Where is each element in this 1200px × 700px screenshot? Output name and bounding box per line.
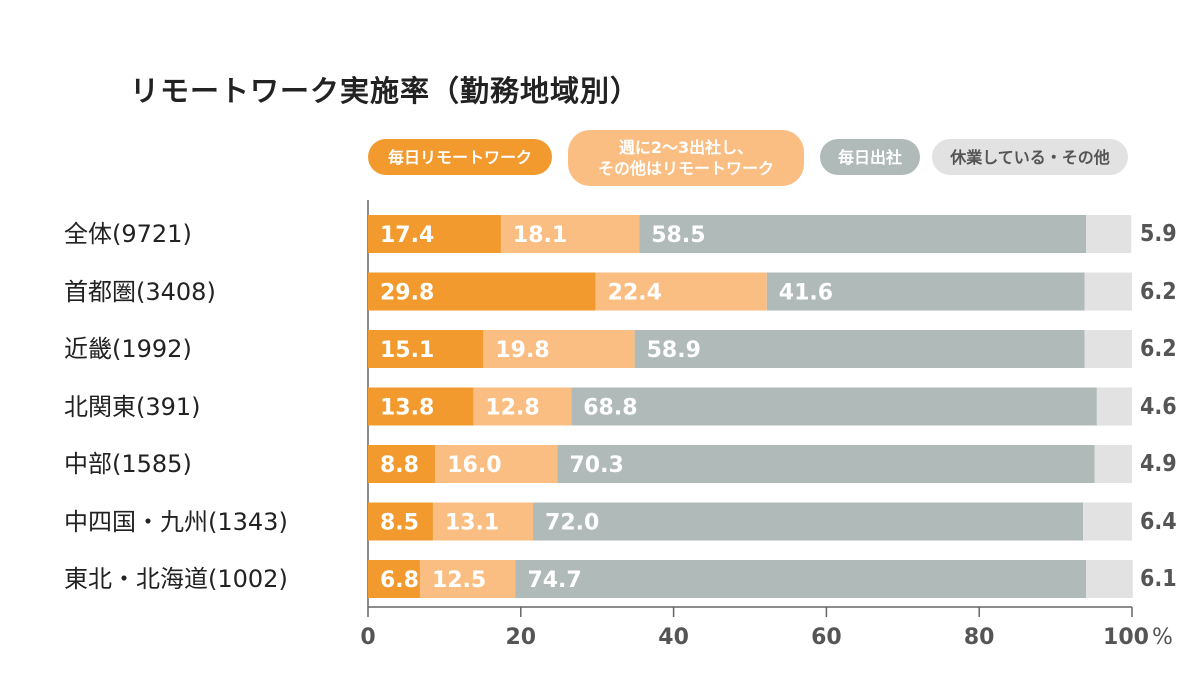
x-tick-label: 40	[658, 625, 689, 650]
bar-segment	[368, 330, 484, 368]
data-label-other: 6.2	[1140, 336, 1177, 362]
data-label-other: 5.9	[1140, 221, 1177, 247]
row-label: 首都圏(3408)	[64, 277, 216, 306]
data-label: 16.0	[447, 453, 501, 478]
bar-segment	[368, 215, 501, 253]
bar-segment	[1094, 445, 1132, 483]
data-label: 41.6	[779, 281, 833, 306]
x-tick-label: 100	[1103, 625, 1149, 650]
data-label: 8.5	[380, 511, 419, 536]
row-label: 全体(9721)	[64, 220, 192, 248]
data-label: 58.9	[647, 338, 701, 363]
bar-segment	[473, 387, 572, 426]
data-label: 18.1	[513, 223, 567, 248]
bar-segment	[634, 330, 1085, 368]
data-label: 15.1	[380, 338, 434, 363]
data-label: 13.1	[445, 511, 499, 536]
bar-segment	[500, 215, 640, 253]
x-tick-label: 20	[505, 625, 537, 650]
bar-segment	[368, 445, 436, 483]
row-label: 近畿(1992)	[64, 335, 192, 363]
data-label-other: 6.1	[1140, 566, 1177, 592]
row-label: 東北・北海道(1002)	[64, 565, 288, 593]
data-label-other: 4.9	[1140, 451, 1177, 477]
x-tick-label: 0	[360, 625, 376, 650]
bar-segment	[1096, 387, 1132, 426]
data-label: 12.5	[432, 568, 486, 593]
bar-segment	[368, 502, 433, 541]
bar-segment	[1086, 215, 1132, 253]
legend-item-daily-office: 毎日出社	[820, 139, 920, 175]
bar-segment	[766, 272, 1085, 311]
bar-segment	[557, 445, 1095, 483]
legend-item-daily-remote: 毎日リモートワーク	[368, 139, 552, 175]
data-label: 58.5	[651, 223, 705, 248]
bar-segment	[515, 560, 1087, 598]
bar-segment	[1083, 502, 1132, 541]
bar-segment	[435, 445, 558, 483]
x-axis-unit: %	[1152, 625, 1173, 650]
bar-segment	[483, 330, 635, 368]
data-label: 8.8	[380, 453, 419, 478]
data-label: 19.8	[495, 338, 549, 363]
bar-segment	[368, 272, 596, 311]
data-label-other: 6.2	[1140, 278, 1177, 305]
data-label: 74.7	[527, 568, 581, 593]
x-tick-label: 80	[963, 625, 995, 650]
bar-segment	[1086, 560, 1133, 598]
chart-title: リモートワーク実施率（勤務地域別）	[130, 74, 641, 108]
data-label: 70.3	[569, 453, 623, 478]
legend: 毎日リモートワーク 週に2〜3出社し、 その他はリモートワーク 毎日出社 休業し…	[0, 130, 1200, 186]
bar-segment	[639, 215, 1087, 253]
bar-segment	[1084, 330, 1132, 368]
bar-segment	[571, 387, 1097, 426]
data-label: 68.8	[583, 396, 637, 421]
bar-segment	[1084, 272, 1132, 311]
data-label: 17.4	[380, 223, 434, 248]
data-label-other: 4.6	[1140, 393, 1177, 420]
bar-segment	[432, 502, 534, 541]
data-label: 6.8	[380, 568, 419, 593]
data-label: 22.4	[608, 281, 662, 306]
row-label: 中部(1585)	[64, 450, 192, 478]
bar-segment	[368, 560, 420, 598]
legend-item-hybrid: 週に2〜3出社し、 その他はリモートワーク	[568, 130, 804, 186]
bar-segment	[368, 387, 474, 426]
bar-segment	[419, 560, 516, 598]
data-label: 29.8	[380, 281, 434, 306]
data-label-other: 6.4	[1140, 508, 1177, 535]
data-label: 12.8	[485, 396, 539, 421]
legend-item-other: 休業している・その他	[932, 139, 1128, 175]
bar-segment	[533, 502, 1084, 541]
bar-segment	[595, 272, 767, 311]
data-label: 13.8	[380, 396, 434, 421]
row-label: 北関東(391)	[64, 392, 201, 421]
x-tick-label: 60	[811, 625, 842, 650]
data-label: 72.0	[545, 511, 599, 536]
row-label: 中四国・九州(1343)	[64, 507, 288, 536]
